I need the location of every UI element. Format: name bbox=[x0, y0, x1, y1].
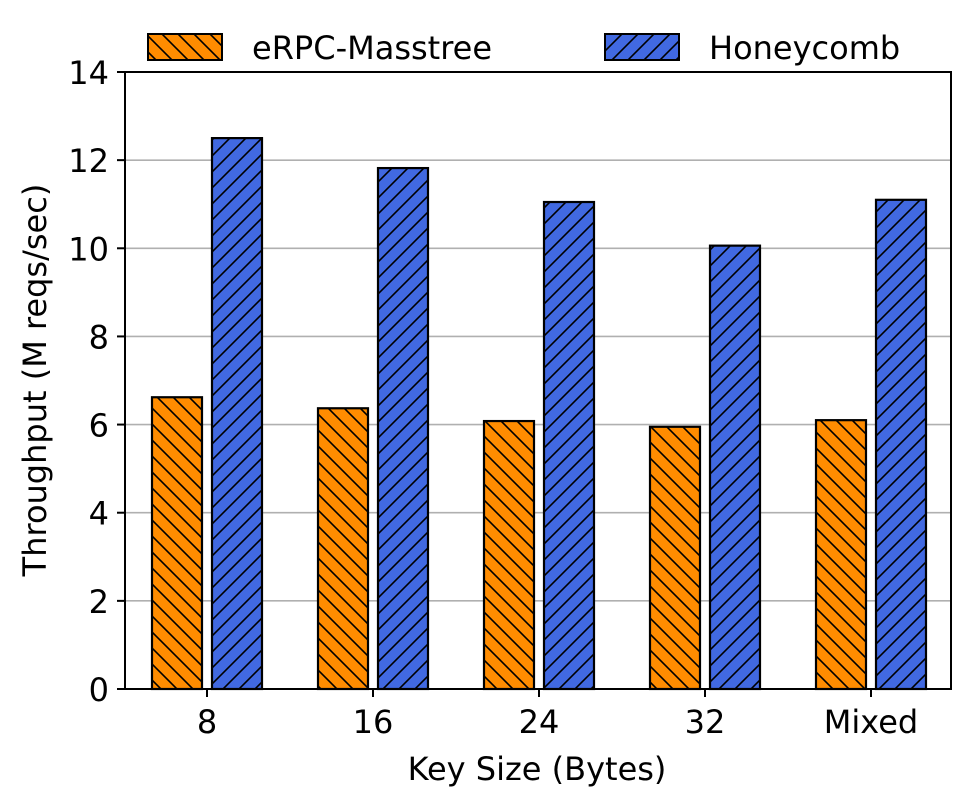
y-tick-label: 8 bbox=[89, 318, 109, 356]
bar-erpc-masstree-mixed-hatch bbox=[814, 419, 868, 691]
x-tick-label: 8 bbox=[197, 703, 217, 741]
y-tick-label: 10 bbox=[68, 230, 109, 268]
legend-swatch-hatch bbox=[147, 33, 223, 61]
bar-erpc-masstree-16-hatch bbox=[316, 407, 370, 691]
x-tick-label: 16 bbox=[353, 703, 394, 741]
y-axis-label: Throughput (M reqs/sec) bbox=[16, 184, 54, 578]
x-axis-label: Key Size (Bytes) bbox=[408, 750, 667, 788]
bar-honeycomb-16-hatch bbox=[376, 166, 430, 691]
x-tick-label: 24 bbox=[519, 703, 560, 741]
bar-honeycomb-8-hatch bbox=[210, 137, 264, 691]
y-tick-label: 0 bbox=[89, 671, 109, 709]
legend-swatch-hatch bbox=[604, 33, 680, 61]
bar-honeycomb-mixed-hatch bbox=[874, 198, 928, 691]
bar-erpc-masstree-24-hatch bbox=[482, 419, 536, 691]
legend: eRPC-Masstree Honeycomb bbox=[147, 29, 900, 67]
bar-honeycomb-24-hatch bbox=[542, 200, 596, 691]
y-tick-label: 6 bbox=[89, 407, 109, 445]
bar-erpc-masstree-32-hatch bbox=[648, 425, 702, 691]
y-tick-label: 2 bbox=[89, 583, 109, 621]
y-tick-label: 4 bbox=[89, 495, 109, 533]
y-tick-label: 14 bbox=[68, 54, 109, 92]
y-tick-label: 12 bbox=[68, 142, 109, 180]
legend-label-honeycomb: Honeycomb bbox=[709, 29, 900, 67]
x-tick-label: 32 bbox=[685, 703, 726, 741]
x-tick-label: Mixed bbox=[824, 703, 918, 741]
bar-erpc-masstree-8-hatch bbox=[150, 396, 204, 691]
bars bbox=[150, 137, 928, 691]
legend-label-erpc-masstree: eRPC-Masstree bbox=[252, 29, 492, 67]
bar-honeycomb-32-hatch bbox=[708, 244, 762, 691]
